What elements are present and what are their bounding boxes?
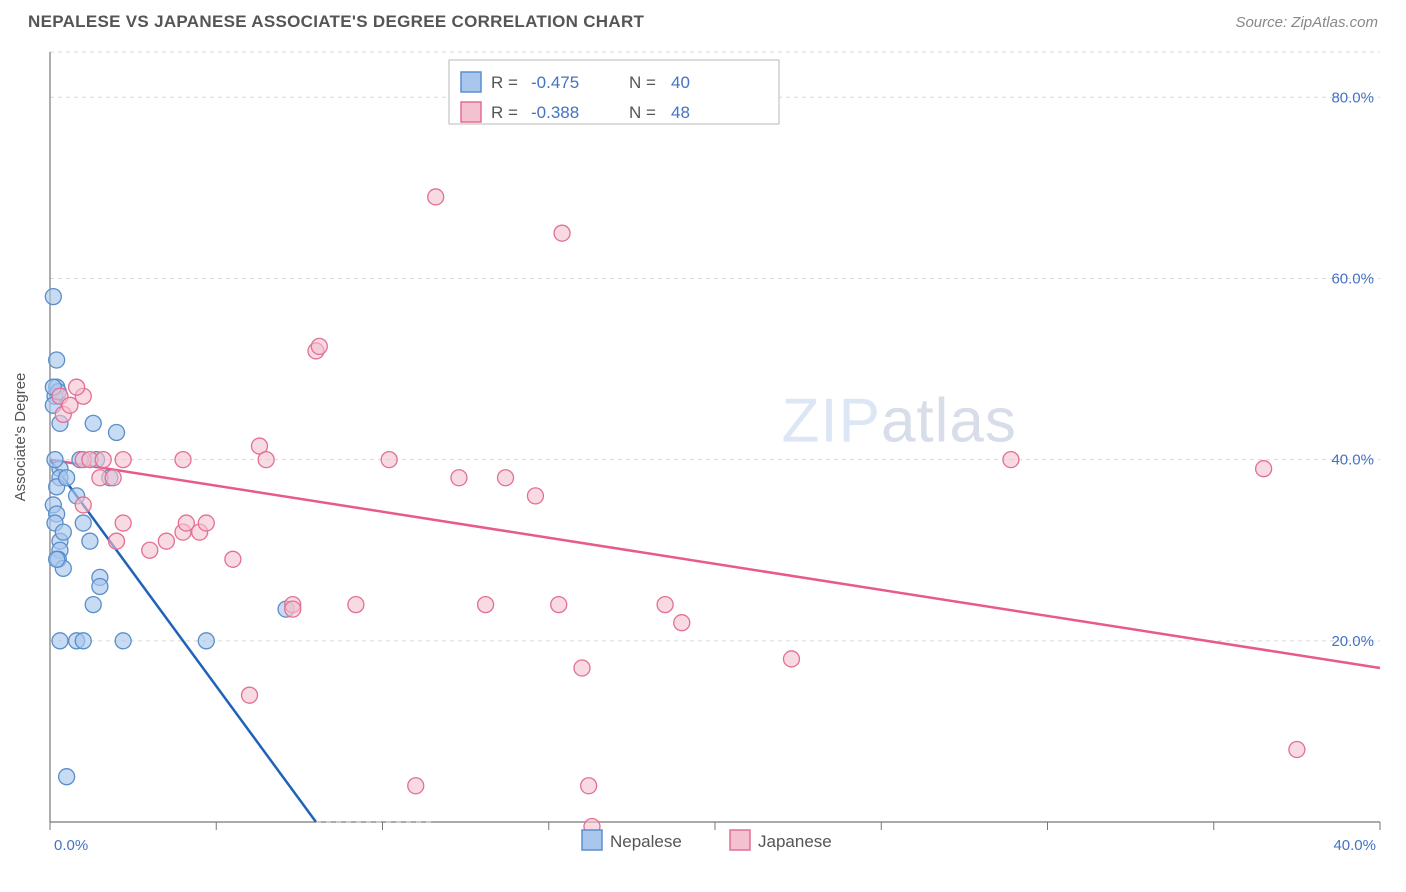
chart-title: NEPALESE VS JAPANESE ASSOCIATE'S DEGREE … <box>28 12 644 32</box>
scatter-point <box>75 633 91 649</box>
y-tick-label: 40.0% <box>1331 452 1374 469</box>
scatter-point <box>115 515 131 531</box>
scatter-point <box>115 452 131 468</box>
scatter-point <box>348 597 364 613</box>
scatter-point <box>59 470 75 486</box>
scatter-point <box>175 452 191 468</box>
bottom-legend-swatch <box>582 830 602 850</box>
scatter-point <box>783 651 799 667</box>
scatter-point <box>49 352 65 368</box>
legend-n-label: N = <box>629 103 656 122</box>
scatter-point <box>95 452 111 468</box>
correlation-chart: ZIPatlas 0.0% 40.0% 20.0% 40.0% 60.0% 80.0% Ass… <box>0 42 1406 892</box>
y-axis-title: Associate's Degree <box>12 373 29 502</box>
scatter-point <box>55 524 71 540</box>
scatter-point <box>49 551 65 567</box>
scatter-point <box>674 615 690 631</box>
scatter-point <box>109 424 125 440</box>
x-tick-label: 0.0% <box>54 837 88 854</box>
scatter-point <box>1289 742 1305 758</box>
scatter-point <box>92 578 108 594</box>
scatter-point <box>551 597 567 613</box>
bottom-legend-label: Japanese <box>758 832 832 851</box>
trend-line <box>50 460 1380 668</box>
scatter-point <box>527 488 543 504</box>
scatter-point <box>381 452 397 468</box>
scatter-point <box>225 551 241 567</box>
legend-r-label: R = <box>491 103 518 122</box>
chart-svg: ZIPatlas 0.0% 40.0% 20.0% 40.0% 60.0% 80.0% Ass… <box>0 42 1406 892</box>
legend-swatch <box>461 102 481 122</box>
bottom-legend-swatch <box>730 830 750 850</box>
scatter-point <box>82 533 98 549</box>
scatter-point <box>52 633 68 649</box>
scatter-point <box>478 597 494 613</box>
scatter-point <box>1256 461 1272 477</box>
scatter-point <box>109 533 125 549</box>
scatter-point <box>1003 452 1019 468</box>
scatter-point <box>408 778 424 794</box>
y-tick-label: 80.0% <box>1331 89 1374 106</box>
y-tick-label: 60.0% <box>1331 270 1374 287</box>
scatter-point <box>198 515 214 531</box>
scatter-point <box>85 415 101 431</box>
legend-r-value: -0.388 <box>531 103 579 122</box>
scatter-point <box>85 597 101 613</box>
scatter-point <box>75 515 91 531</box>
legend-swatch <box>461 72 481 92</box>
scatter-point <box>105 470 121 486</box>
y-tick-label: 20.0% <box>1331 633 1374 650</box>
watermark: ZIPatlas <box>782 387 1017 456</box>
legend-r-label: R = <box>491 73 518 92</box>
scatter-point <box>59 769 75 785</box>
scatter-point <box>142 542 158 558</box>
bottom-legend-label: Nepalese <box>610 832 682 851</box>
scatter-point <box>242 687 258 703</box>
legend-n-label: N = <box>629 73 656 92</box>
scatter-point <box>657 597 673 613</box>
legend-n-value: 48 <box>671 103 690 122</box>
legend-n-value: 40 <box>671 73 690 92</box>
scatter-point <box>47 452 63 468</box>
scatter-point <box>258 452 274 468</box>
scatter-point <box>158 533 174 549</box>
scatter-point <box>554 225 570 241</box>
scatter-point <box>428 189 444 205</box>
x-tick-label: 40.0% <box>1333 837 1376 854</box>
legend-r-value: -0.475 <box>531 73 579 92</box>
scatter-point <box>75 497 91 513</box>
scatter-point <box>69 379 85 395</box>
scatter-point <box>498 470 514 486</box>
scatter-point <box>581 778 597 794</box>
scatter-point <box>115 633 131 649</box>
scatter-point <box>451 470 467 486</box>
scatter-point <box>311 338 327 354</box>
scatter-point <box>285 601 301 617</box>
scatter-point <box>198 633 214 649</box>
scatter-point <box>45 289 61 305</box>
source-attribution: Source: ZipAtlas.com <box>1235 14 1378 31</box>
scatter-point <box>574 660 590 676</box>
